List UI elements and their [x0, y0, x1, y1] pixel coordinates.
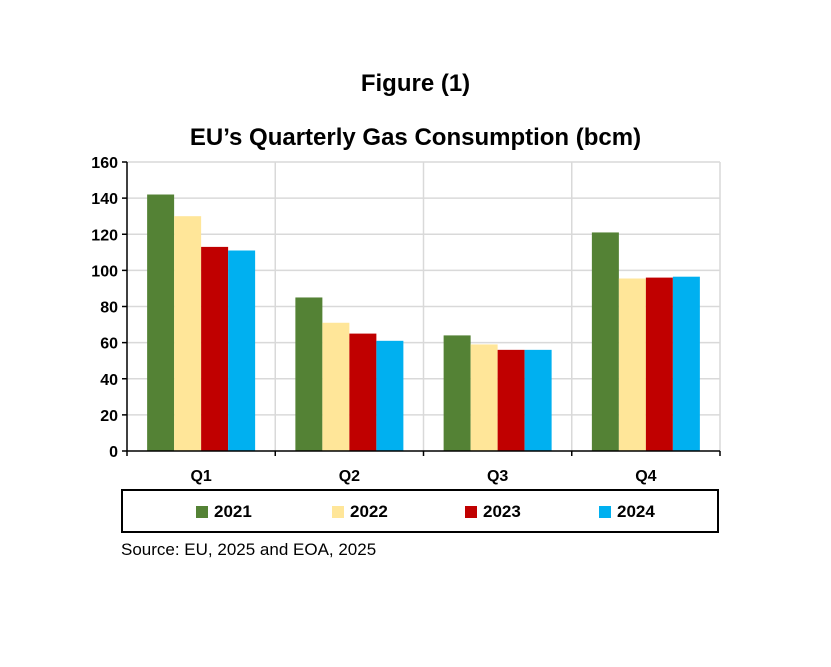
y-tick-label: 120 [91, 227, 118, 244]
chart-legend: 2021 2022 2023 2024 [121, 489, 719, 533]
bar-2023-q3 [497, 349, 525, 451]
legend-item-2024: 2024 [599, 502, 655, 522]
y-tick-label: 60 [100, 336, 118, 353]
x-category-label: Q2 [339, 468, 360, 485]
bar-2024-q3 [524, 349, 552, 451]
legend-swatch [332, 506, 344, 518]
bar-2021-q4 [591, 232, 619, 451]
y-tick-label: 100 [91, 263, 118, 280]
legend-swatch [599, 506, 611, 518]
bar-2023-q1 [201, 246, 229, 451]
bar-2022-q1 [174, 216, 202, 451]
y-tick-label: 40 [100, 372, 118, 389]
legend-label: 2023 [483, 502, 521, 521]
legend-label: 2022 [350, 502, 388, 521]
legend-swatch [465, 506, 477, 518]
bar-2022-q2 [322, 322, 350, 451]
bar-2021-q1 [147, 194, 175, 451]
bar-2023-q2 [349, 333, 377, 451]
y-tick-label: 0 [109, 444, 118, 461]
bar-2024-q2 [376, 340, 404, 451]
bar-2024-q4 [672, 276, 700, 451]
y-tick-label: 140 [91, 191, 118, 208]
source-note: Source: EU, 2025 and EOA, 2025 [121, 540, 377, 559]
x-category-label: Q3 [487, 468, 508, 485]
legend-label: 2021 [214, 502, 252, 521]
x-category-label: Q4 [635, 468, 656, 485]
bar-2021-q3 [443, 335, 471, 451]
figure-label: Figure (1) [360, 70, 471, 97]
bar-2024-q1 [228, 250, 256, 451]
x-category-label: Q1 [190, 468, 211, 485]
legend-swatch [196, 506, 208, 518]
legend-item-2022: 2022 [332, 502, 388, 522]
legend-item-2023: 2023 [465, 502, 521, 522]
bar-2021-q2 [295, 297, 323, 451]
chart-title: EU’s Quarterly Gas Consumption (bcm) [189, 124, 642, 151]
y-tick-label: 80 [100, 300, 118, 317]
bar-2022-q4 [618, 278, 646, 451]
bar-2023-q4 [645, 277, 673, 451]
legend-label: 2024 [617, 502, 655, 521]
bar-2022-q3 [470, 344, 498, 451]
legend-item-2021: 2021 [196, 502, 252, 522]
y-tick-label: 160 [91, 155, 118, 172]
y-tick-label: 20 [100, 408, 118, 425]
